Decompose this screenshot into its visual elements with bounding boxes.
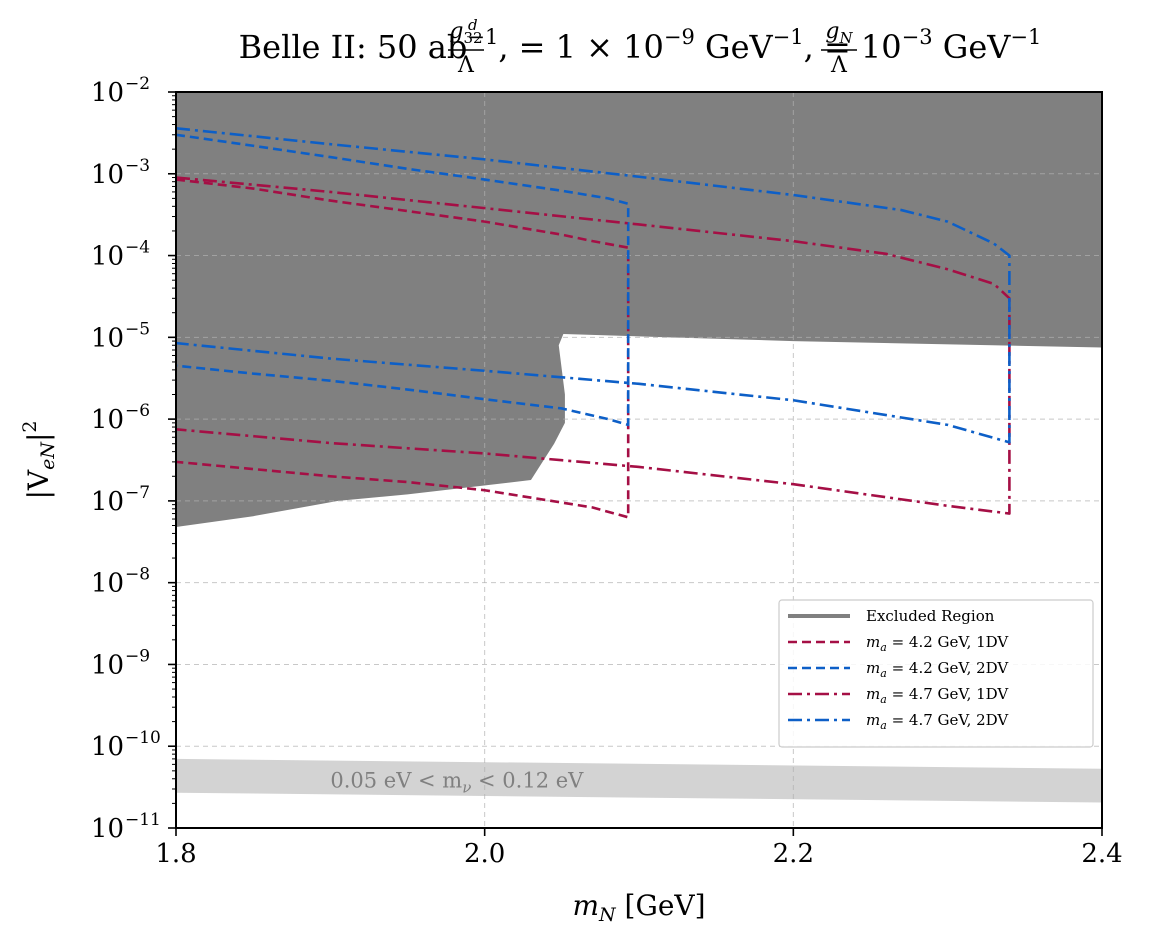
y-tick-label-exponent: −2 (125, 74, 150, 94)
y-axis-label: |VeN|2 (19, 420, 59, 499)
x-axis-label: mN [GeV] (572, 889, 705, 926)
title-comma-1: , (498, 28, 518, 66)
title-coupling1-value: = 1 × 10 (519, 28, 664, 66)
y-tick-label: 10 (91, 732, 124, 762)
x-tick-label: 2.4 (1081, 839, 1122, 869)
x-axis-label-var: m (572, 889, 599, 922)
title-coupling1-num-g: g (449, 19, 463, 44)
y-tick-label-exponent: −11 (125, 810, 161, 830)
legend-label-var: m (866, 685, 880, 703)
legend-label-rest: = 4.2 GeV, 2DV (887, 659, 1010, 677)
y-tick-label: 10 (91, 814, 124, 844)
legend-label-rest: = 4.7 GeV, 2DV (887, 711, 1010, 729)
title-coupling2-value: = 10 (824, 28, 902, 66)
series-lines (176, 126, 1011, 519)
plot-area (176, 92, 1102, 803)
legend-label-3: ma = 4.2 GeV, 2DV (866, 659, 1009, 680)
plot-frame (175, 91, 1103, 829)
series-line-1 (176, 178, 630, 519)
y-tick-label: 10 (91, 78, 124, 108)
title-coupling2-unit-sup: −1 (1010, 25, 1041, 49)
chart-title: Belle II: 50 ab−1, = 1 × 10−9 GeV−1, = 1… (239, 25, 1042, 66)
legend-label-1: Excluded Region (866, 607, 995, 625)
y-tick-label-exponent: −4 (125, 238, 150, 258)
y-tick-label: 10 (91, 569, 124, 599)
y-tick-label: 10 (91, 650, 124, 680)
excluded-region (176, 92, 1102, 527)
y-tick-label: 10 (91, 405, 124, 435)
title-coupling1-fraction: g32 d Λ (448, 16, 484, 78)
x-tick-label: 1.8 (155, 839, 196, 869)
x-axis-label-unit: [GeV] (625, 889, 706, 922)
legend-label-var: m (866, 633, 880, 651)
legend-label-sub: a (880, 719, 887, 732)
title-coupling1-unit-sup: −1 (773, 25, 804, 49)
series-line-2 (176, 133, 630, 427)
band-label-head: 0.05 eV < m (330, 769, 462, 793)
axes (168, 91, 1103, 836)
band-label-sub: ν (462, 779, 471, 797)
title-coupling2-numerator: gN (825, 19, 853, 47)
x-tick-label: 2.2 (773, 839, 814, 869)
legend-label-sub: a (880, 667, 887, 680)
x-axis-label-sub: N (598, 904, 617, 926)
tick-labels: 1.8 2.0 2.2 2.410−1110−1010−910−810−710−610… (91, 74, 1123, 869)
title-coupling2-num-sub: N (838, 29, 853, 47)
title-coupling1-num-sup: d (468, 16, 478, 34)
series-line-3 (176, 176, 1011, 515)
y-tick-label-exponent: −10 (125, 728, 161, 748)
title-coupling2-num-g: g (825, 19, 839, 44)
band-label-tail: < 0.12 eV (478, 769, 584, 793)
y-tick-label: 10 (91, 323, 124, 353)
y-tick-label-exponent: −7 (125, 483, 150, 503)
title-coupling2-unit: GeV (943, 28, 1012, 66)
legend-frame (778, 599, 1094, 748)
title-spacer-1 (695, 28, 705, 66)
title-coupling2-value-sup: −3 (902, 25, 933, 49)
y-tick-label-exponent: −3 (125, 156, 150, 176)
neutrino-mass-band (176, 758, 1102, 803)
y-axis-label-close: | (22, 433, 55, 442)
y-tick-label: 10 (91, 242, 124, 272)
y-tick-label-exponent: −9 (125, 646, 150, 666)
title-coupling1-numerator: g32 (449, 19, 482, 47)
x-tick-label: 2.0 (464, 839, 505, 869)
legend-label-var: m (866, 711, 880, 729)
legend-label-sub: a (880, 641, 887, 654)
title-coupling2-fraction: gN Λ (821, 19, 857, 78)
title-coupling2-denominator: Λ (830, 53, 848, 78)
y-axis-label-sup: 2 (19, 420, 41, 432)
neutrino-mass-band-label: 0.05 eV < mν < 0.12 eV (330, 769, 584, 797)
legend-label-rest: = 4.7 GeV, 1DV (887, 685, 1010, 703)
legend-label-5: ma = 4.7 GeV, 2DV (866, 711, 1009, 732)
title-prefix-sup: −1 (467, 25, 498, 49)
y-tick-label-exponent: −8 (125, 565, 150, 585)
title-coupling1-num-sub: 32 (464, 29, 483, 47)
y-tick-label-exponent: −5 (125, 319, 150, 339)
x-axis-label-space (616, 889, 625, 922)
title-coupling1-value-sup: −9 (664, 25, 695, 49)
y-tick-label: 10 (91, 160, 124, 190)
title-coupling1-unit: GeV (705, 28, 774, 66)
legend-label-4: ma = 4.7 GeV, 1DV (866, 685, 1009, 706)
y-axis-label-text: |V (22, 469, 55, 499)
title-prefix: Belle II: 50 ab (239, 28, 468, 66)
legend-label-rest: = 4.2 GeV, 1DV (887, 633, 1010, 651)
title-coupling1-denominator: Λ (457, 53, 475, 78)
y-axis-label-sub: eN (37, 441, 59, 470)
series-line-4 (176, 126, 1011, 444)
band-label-space (471, 769, 478, 793)
y-tick-label: 10 (91, 487, 124, 517)
title-spacer-2 (933, 28, 943, 66)
legend-label-var: m (866, 659, 880, 677)
y-tick-label-exponent: −6 (125, 401, 150, 421)
legend-label-sub: a (880, 693, 887, 706)
title-comma-2: , (804, 28, 824, 66)
legend-label-2: ma = 4.2 GeV, 1DV (866, 633, 1009, 654)
